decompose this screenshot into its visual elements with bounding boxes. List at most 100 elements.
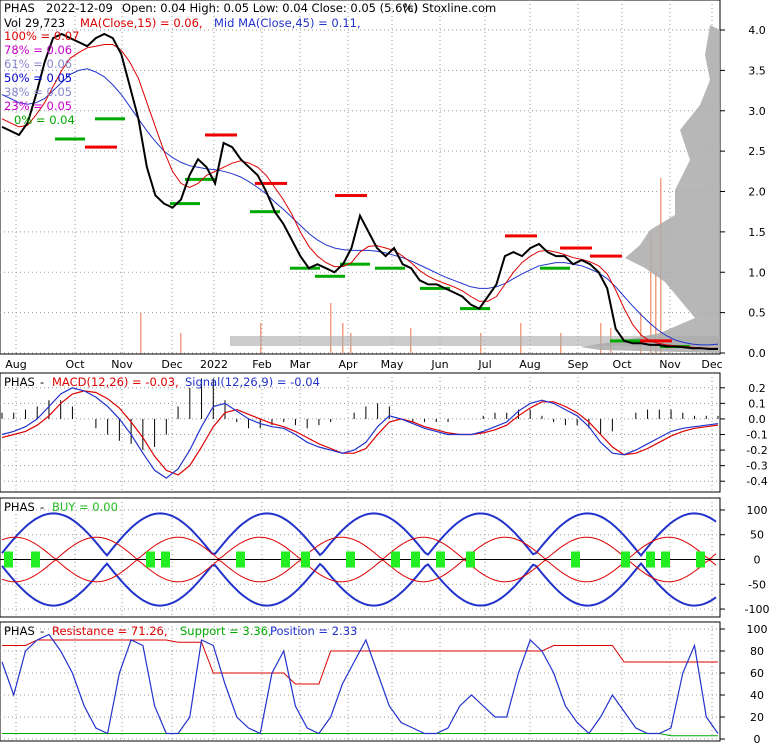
volume-profile-band [230,336,720,346]
header-ma45: Mid MA(Close,45) = 0.11, [214,16,361,30]
x-tick-label: Dec [701,358,722,371]
support-mark [290,266,320,270]
buy-upper-envelope [1,512,717,557]
fib-level-label: 23% = 0.05 [4,99,72,113]
buy-signal-marker [146,551,155,568]
support-mark [420,286,450,290]
resistance-mark [255,181,287,185]
macd-signal-line [1,390,719,476]
volume-bar [650,233,652,353]
x-tick-label: Nov [659,358,681,371]
support-mark [250,210,280,214]
series-lines [0,32,720,737]
srp-panel-frame [0,621,721,742]
header-volume: Vol 29,723 [4,16,65,30]
y-tick-label: -0.2 [746,444,767,457]
y-tick-label: 0.0 [748,347,766,360]
support-mark [95,117,125,121]
support-mark [185,177,215,181]
fib-level-label: 38% = 0.05 [4,85,72,99]
x-tick-label: Nov [111,358,133,371]
y-tick-label: 0.1 [748,397,766,410]
volume-bar [655,273,657,353]
buy-signal-marker [571,551,580,568]
resistance-mark [505,234,537,238]
y-tick-label: -0.3 [746,460,767,473]
buy-title-ticker: PHAS [4,500,35,514]
price-line [1,32,718,350]
buy-signal-marker [4,551,13,568]
y-tick-label: 1.0 [748,266,766,279]
y-tick-label: 0 [754,554,761,567]
y-tick-label: 50 [750,529,764,542]
y-tick-label: -0.1 [746,429,767,442]
macd-panel-frame [0,372,721,493]
header-ticker: PHAS [4,1,35,15]
support-mark [540,266,570,270]
axis-ticks: Aug Oct Nov Dec 2022 Feb Mar Apr May Jun Jul Aug Sep… [5,24,769,746]
srp-title-sep: - [40,624,44,638]
buy-signal-marker [436,551,445,568]
y-tick-label: 60 [750,667,764,680]
x-tick-label: Feb [252,358,271,371]
buy-signal-marker [646,551,655,568]
x-tick-label: Aug [519,358,540,371]
volume-bar [640,313,642,353]
buy-signal-marker [621,551,630,568]
buy-lower-envelope [1,562,717,607]
price-panel-frame [0,0,721,355]
x-tick-label: Dec [161,358,182,371]
position-line [1,633,719,735]
support-mark [170,202,200,206]
buy-upper-inner [1,536,717,561]
macd-line [1,387,719,479]
macd-title-ticker: PHAS [4,375,35,389]
y-tick-label: 4.0 [748,24,766,37]
macd-title-sep: - [40,375,44,389]
buy-signal-marker [31,551,40,568]
y-tick-label: 0.5 [748,307,766,320]
srp-title-ticker: PHAS [4,624,35,638]
y-tick-label: 3.5 [748,64,766,77]
buy-signal-marker [281,551,290,568]
x-tick-label: Sep [568,358,589,371]
ma15-line [1,44,718,349]
fib-level-label: 100% = 0.07 [4,29,79,43]
buy-title-sep: - [40,500,44,514]
x-tick-label: Jul [477,358,491,371]
resistance-mark [205,133,237,137]
resistance-mark [640,339,672,343]
header-ma15: MA(Close,15) = 0.06, [80,16,203,30]
srp-title-position: Position = 2.33 [270,624,357,638]
buy-lower-inner [1,558,717,583]
volume-profile [230,25,720,353]
buy-signal-marker [346,551,355,568]
x-tick-label: 2022 [200,358,228,371]
support-mark [460,307,490,311]
fib-level-label: 50% = 0.05 [4,71,72,85]
x-tick-label: May [381,358,404,371]
x-tick-label: Oct [65,358,85,371]
y-tick-label: 0 [754,733,761,746]
volume-bar [180,333,182,353]
y-tick-label: 100 [747,504,768,517]
buy-signal-marker [696,551,705,568]
header-ohlc: Open: 0.04 High: 0.05 Low: 0.04 Close: 0… [122,1,418,15]
buy-signal-marker [661,551,670,568]
volume-profile-area [580,25,720,353]
resistance-mark [590,254,622,258]
buy-signal-marker [411,551,420,568]
srp-title-resistance: Resistance = 71.26, [52,624,168,638]
y-tick-label: 2.0 [748,186,766,199]
support-mark [55,137,85,141]
fib-level-label: 0% = 0.04 [14,113,75,127]
y-tick-label: 2.5 [748,145,766,158]
y-tick-label: 1.5 [748,226,766,239]
y-tick-label: 3.0 [748,105,766,118]
resistance-mark [560,246,592,250]
y-tick-label: -0.4 [746,475,767,488]
y-tick-label: 0.0 [748,413,766,426]
x-tick-label: Aug [5,358,26,371]
buy-signal-marker [161,551,170,568]
